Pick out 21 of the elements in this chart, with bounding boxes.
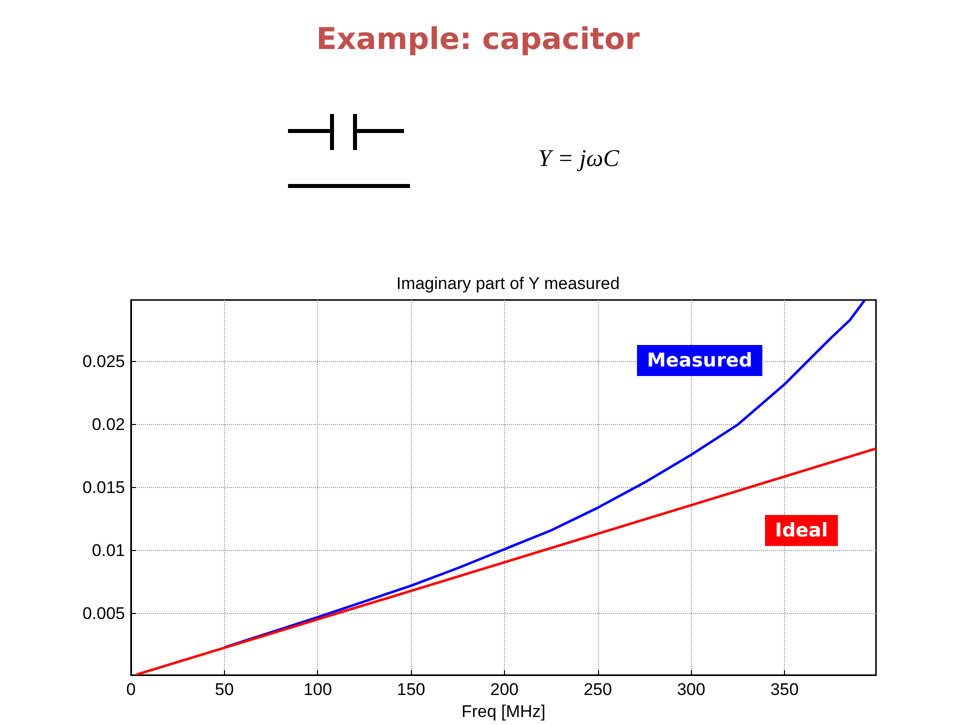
- text: Y = jωC: [538, 146, 620, 173]
- x-tick-label: 150: [396, 680, 426, 700]
- x-tick-label: 200: [490, 680, 519, 700]
- line-series: [135, 447, 878, 676]
- x-axis-title: Freq [MHz]: [461, 702, 546, 721]
- chart-subtitle: Imaginary part of Y measured: [396, 274, 620, 293]
- x-tick-label: 300: [676, 680, 706, 700]
- series-label: Measured: [647, 350, 752, 372]
- y-tick-label: 0.01: [92, 540, 125, 560]
- x-tick-label: 0: [126, 680, 136, 700]
- chart-title: Example: capacitor: [315, 22, 641, 57]
- x-tick-label: 50: [214, 680, 234, 700]
- x-tick-label: 100: [304, 680, 332, 700]
- y-tick-label: 0.025: [82, 352, 125, 372]
- y-tick-label: 0.02: [92, 415, 125, 434]
- text: Ideal: [775, 520, 828, 542]
- y-tick-label: 0.005: [82, 604, 125, 623]
- line-series: [223, 298, 866, 649]
- x-tick-label: 250: [584, 680, 612, 700]
- x-tick-label: 350: [770, 680, 799, 700]
- y-tick-label: 0.015: [82, 478, 125, 498]
